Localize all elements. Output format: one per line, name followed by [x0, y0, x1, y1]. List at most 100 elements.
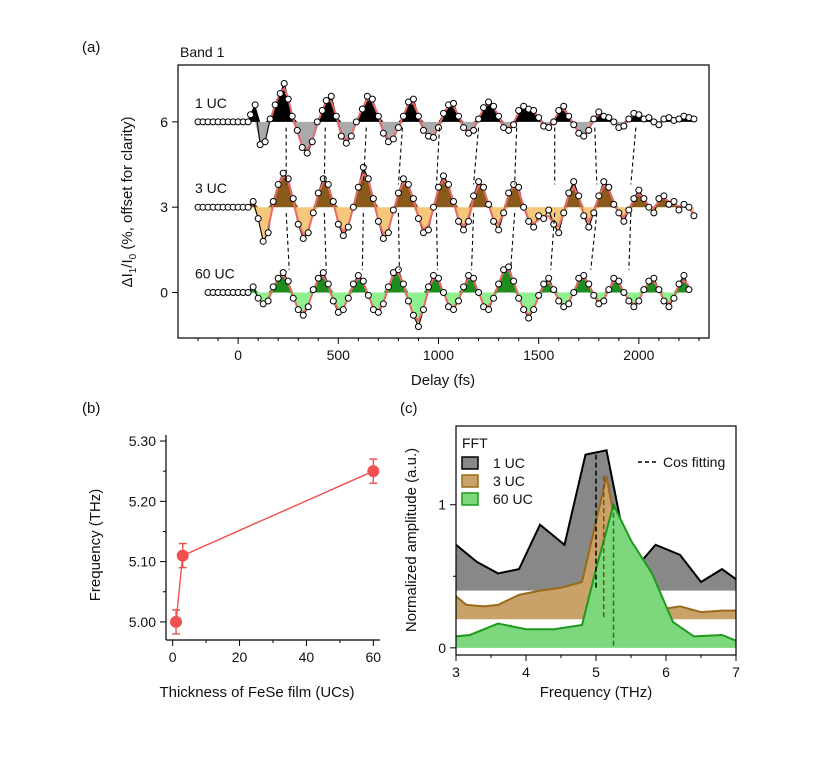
data-point: [620, 289, 628, 296]
data-point: [264, 297, 272, 305]
data-point: [610, 200, 618, 208]
data-point: [555, 229, 563, 237]
phase-link-line: [550, 212, 556, 270]
data-point: [293, 126, 301, 134]
data-point: [580, 271, 588, 279]
data-point: [276, 89, 284, 97]
data-point: [389, 206, 397, 214]
data-point: [404, 180, 412, 188]
data-point: [525, 217, 533, 225]
data-point: [510, 121, 518, 129]
data-point: [585, 126, 593, 134]
data-point: [525, 314, 533, 322]
data-point: [280, 79, 288, 87]
phase-link-line: [397, 212, 400, 270]
area-fill: [456, 476, 736, 620]
data-point: [247, 111, 255, 119]
panel-a-xlabel: Delay (fs): [411, 372, 475, 389]
data-point: [349, 280, 357, 288]
y-tick-label: 3: [160, 199, 168, 215]
fft-series-3-uc: [455, 475, 736, 620]
data-point: [284, 277, 292, 285]
data-point: [495, 112, 503, 120]
data-point: [434, 124, 442, 132]
data-point: [318, 107, 326, 114]
data-point: [465, 217, 473, 225]
data-point: [424, 283, 432, 291]
data-point: [313, 118, 321, 126]
data-point: [645, 203, 653, 211]
data-point: [299, 311, 307, 319]
x-tick-label: 6: [662, 664, 670, 680]
data-point: [505, 126, 513, 134]
data-point: [249, 283, 257, 291]
x-tick-label: 0: [234, 347, 242, 363]
data-point: [680, 271, 688, 279]
data-point: [655, 286, 663, 294]
data-point: [615, 277, 623, 285]
panel-b-chart: 0 20 40 60 5.00 5.10 5.20 5.30 Thickness of FeS…: [87, 433, 381, 701]
area-line: [455, 475, 736, 614]
data-point: [364, 291, 372, 299]
data-point: [470, 274, 478, 282]
trace-group-1-uc: 1 UC: [194, 79, 698, 157]
data-point: [640, 286, 648, 294]
data-point: [374, 217, 382, 225]
panel-c-plot-area: [455, 449, 737, 648]
data-point: [271, 101, 279, 109]
panel-c-xlabel: Frequency (THz): [540, 684, 653, 701]
y-tick-label: 5.20: [129, 493, 156, 509]
data-point: [615, 209, 623, 217]
data-point: [580, 132, 588, 140]
data-point: [244, 289, 252, 296]
data-point: [675, 280, 683, 288]
data-point: [349, 203, 357, 211]
data-point: [249, 198, 257, 205]
y-tick-label: 5.30: [129, 433, 156, 449]
data-point: [359, 277, 367, 285]
data-point: [490, 102, 498, 110]
data-point: [279, 169, 287, 177]
data-point: [424, 226, 432, 234]
data-point: [550, 118, 558, 126]
data-point: [274, 180, 282, 188]
x-tick-label: 7: [732, 664, 740, 680]
phase-link-line: [323, 127, 326, 185]
data-point: [670, 198, 678, 205]
legend-fit-label: Cos fitting: [663, 454, 725, 470]
panel-a-frame: [177, 64, 710, 339]
data-point: [490, 294, 498, 302]
data-point: [630, 195, 638, 203]
data-point: [545, 206, 553, 214]
data-point: [394, 266, 402, 274]
data-point: [530, 306, 538, 314]
data-point: [434, 183, 442, 191]
data-point: [308, 138, 316, 146]
data-point: [294, 306, 302, 314]
data-point: [269, 198, 277, 205]
data-point: [565, 112, 573, 120]
data-point: [379, 129, 387, 137]
x-tick-label: 5: [592, 664, 600, 680]
phase-link-line: [435, 212, 439, 270]
data-point: [414, 215, 422, 223]
data-point: [414, 323, 422, 331]
data-point: [605, 286, 613, 294]
data-point: [303, 149, 311, 157]
x-tick-label: 3: [452, 664, 460, 680]
data-point: [399, 175, 407, 183]
data-point: [485, 200, 493, 208]
positive-fill: [198, 167, 694, 208]
data-point: [540, 280, 548, 288]
data-point: [505, 263, 513, 271]
data-point: [274, 274, 282, 282]
x-tick-label: 40: [299, 649, 315, 665]
data-point: [364, 175, 372, 183]
data-point: [590, 209, 598, 217]
phase-link-line: [473, 127, 480, 185]
data-point: [660, 192, 668, 200]
phase-link-line: [323, 212, 327, 270]
data-point: [520, 203, 528, 211]
data-point: [460, 124, 468, 132]
data-point: [605, 183, 613, 191]
